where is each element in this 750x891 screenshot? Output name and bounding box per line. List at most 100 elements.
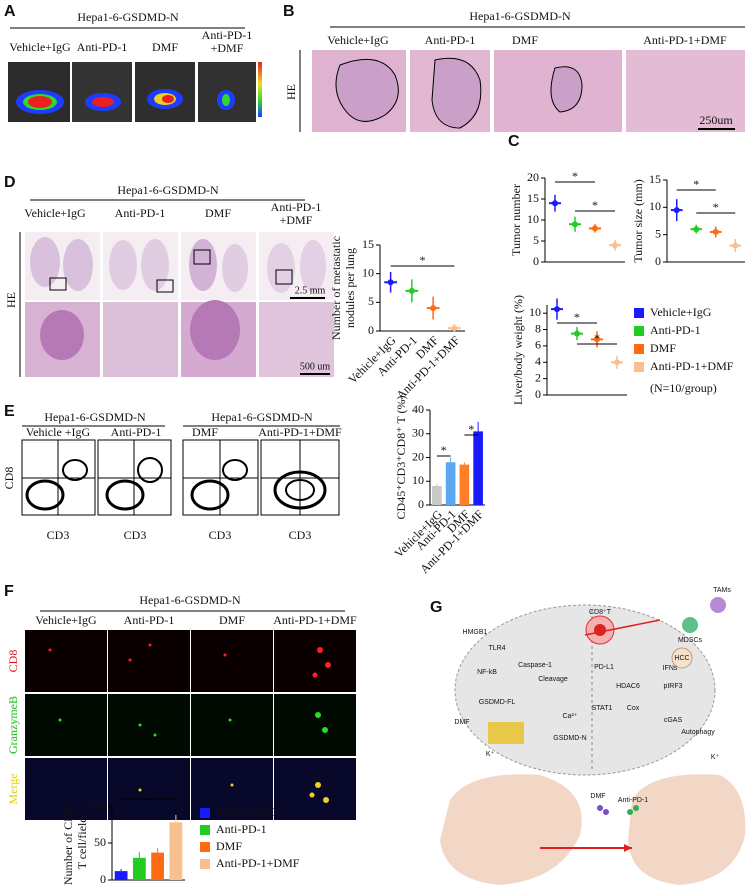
group-label: Vehicle +IgG: [26, 425, 91, 439]
legend-label: Vehicle+IgG: [650, 305, 712, 319]
bar: [473, 431, 483, 505]
legend-label: DMF: [216, 839, 242, 853]
diagram-label: MDSCs: [678, 637, 703, 644]
diagram-label: cGAS: [664, 717, 683, 724]
group-label: DMF: [152, 40, 178, 54]
panel-label: G: [430, 599, 442, 616]
diagram-label: CD8⁺T: [589, 609, 612, 616]
group-label: DMF: [192, 425, 218, 439]
legend-label: Anti-PD-1: [216, 822, 267, 836]
mean-dot: [693, 226, 700, 233]
y-tick-label: 15: [362, 237, 374, 251]
group-label: Anti-PD-1+DMF: [643, 33, 727, 47]
y-axis-label: Liver/body weight (%): [511, 295, 525, 405]
group-label: +DMF: [211, 41, 244, 55]
significance-star: *: [468, 422, 474, 436]
group-label: Anti-PD-1: [115, 206, 166, 220]
y-tick-label: 30: [412, 426, 424, 440]
row-label: GranzymeB: [6, 696, 20, 754]
diagram-label: HDAC6: [616, 683, 640, 690]
diagram-label: TLR4: [488, 645, 505, 652]
group-label: Anti-PD-1+DMF: [258, 425, 342, 439]
legend-swatch: [634, 308, 644, 318]
panel-label: C: [508, 133, 520, 150]
y-tick-label: 0: [533, 254, 539, 268]
row-label: CD8: [6, 650, 20, 673]
diagram-label: Caspase-1: [518, 662, 552, 669]
group-label: Anti-PD-1: [425, 33, 476, 47]
axis-label: CD3: [209, 528, 232, 542]
significance-star: *: [574, 310, 580, 324]
panel-label: B: [283, 3, 295, 20]
label: Hepa1-6-GSDMD-N: [44, 410, 146, 424]
significance-star: *: [592, 198, 598, 212]
group-label: Anti-PD-1: [271, 200, 322, 214]
group-label: DMF: [205, 206, 231, 220]
significance-star: *: [713, 200, 719, 214]
diagram-label: Ca²⁺: [563, 713, 578, 720]
mean-dot: [408, 287, 415, 294]
mean-dot: [572, 221, 578, 228]
y-tick-label: 10: [412, 473, 424, 487]
legend-swatch: [634, 344, 644, 354]
legend-label: Anti-PD-1: [650, 323, 701, 337]
group-label: Anti-PD-1: [124, 613, 175, 627]
histology-panel: [299, 26, 745, 132]
y-tick-label: 15: [527, 191, 539, 205]
row-label: Merge: [6, 773, 20, 804]
diagram-label: STAT1: [592, 705, 613, 712]
group-label: DMF: [512, 33, 538, 47]
group-label: Vehicle+IgG: [35, 613, 97, 627]
y-tick-label: 10: [362, 265, 374, 279]
group-label: Vehicle+IgG: [327, 33, 389, 47]
bar: [169, 822, 183, 880]
group-label: Anti-PD-1+DMF: [273, 613, 357, 627]
group-label: Vehicle+IgG: [9, 40, 71, 54]
y-axis-label: nodules per lung: [343, 248, 357, 328]
group-label: Anti-PD-1: [111, 425, 162, 439]
label: Hepa1-6-GSDMD-N: [139, 593, 241, 607]
legend-swatch: [634, 362, 644, 372]
group-label: Anti-PD-1: [77, 40, 128, 54]
bar: [432, 486, 442, 505]
bar: [459, 464, 470, 505]
y-axis-label: T cell/field: [75, 817, 89, 870]
legend-label: Anti-PD-1+DMF: [650, 359, 734, 373]
y-tick-label: 6: [535, 338, 541, 352]
scale-label: 500 um: [300, 361, 331, 372]
legend-swatch: [200, 808, 210, 818]
y-tick-label: 50: [94, 835, 106, 849]
mean-dot: [732, 242, 739, 249]
bar: [114, 871, 128, 880]
mean-dot: [430, 305, 437, 312]
y-tick-label: 20: [412, 449, 424, 463]
group-label: +DMF: [280, 213, 313, 227]
group-label: DMF: [219, 613, 245, 627]
panel-label: A: [4, 3, 16, 20]
diagram-label: pIRF3: [663, 683, 682, 690]
diagram-label: GSDMD-FL: [479, 699, 516, 706]
significance-star: *: [594, 331, 600, 345]
y-tick-label: 40: [412, 402, 424, 416]
y-tick-label: 100: [88, 798, 106, 812]
axis-label: CD8: [2, 467, 16, 490]
y-tick-label: 0: [535, 387, 541, 401]
diagram-label: K⁺: [711, 754, 720, 761]
group-label: Anti-PD-1: [202, 28, 253, 42]
mean-dot: [387, 279, 394, 286]
diagram-label: Anti-PD-1: [618, 797, 648, 804]
y-axis-label: Tumor size (mm): [631, 179, 645, 263]
diagram-label: PD-L1: [594, 664, 614, 671]
stain-label: HE: [4, 292, 18, 308]
scale-label: 250um: [699, 113, 733, 127]
y-tick-label: 2: [535, 370, 541, 384]
label: Hepa1-6-GSDMD-N: [469, 9, 571, 23]
diagram-label: HCC: [674, 655, 689, 662]
diagram-label: Cox: [627, 705, 640, 712]
mechanism-diagram: [440, 597, 746, 885]
diagram-label: GSDMD-N: [553, 735, 586, 742]
y-axis-label: CD45⁺CD3⁺CD8⁺ T (%): [394, 396, 408, 520]
mean-dot: [592, 225, 598, 232]
flow-panel: [21, 425, 340, 516]
y-tick-label: 15: [649, 172, 661, 186]
